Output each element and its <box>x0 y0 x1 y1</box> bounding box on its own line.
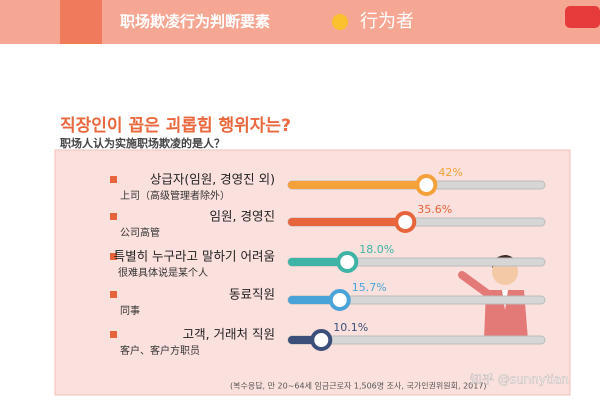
label-marker <box>110 291 117 298</box>
bar <box>288 181 427 189</box>
value-label: 15.7% <box>352 281 387 294</box>
bar <box>288 218 406 226</box>
category-label: 특별히 누구라고 말하기 어려움 <box>114 249 275 264</box>
bar <box>288 296 340 304</box>
category-note: 同事 <box>120 304 140 317</box>
header-title: 职场欺凌行为判断要素 <box>120 13 270 31</box>
bar-knob <box>415 174 438 196</box>
chart-subtitle: 职场人认为实施职场欺凌的是人？ <box>60 136 225 150</box>
header-dot <box>332 14 348 30</box>
category-note: 上司（高级管理者除外） <box>120 189 230 202</box>
category-label: 임원, 경영진 <box>210 209 275 224</box>
category-label: 동료직원 <box>229 287 275 302</box>
category-label: 상급자(임원, 경영진 외) <box>150 172 275 187</box>
header-section: 行为者 <box>360 11 414 32</box>
label-marker <box>110 176 117 183</box>
panel <box>54 149 571 396</box>
bar-knob <box>336 251 359 273</box>
category-note: 客户、客户方职员 <box>120 344 200 357</box>
chart-title: 직장인이 꼽은 괴롭힘 행위자는? <box>60 115 291 136</box>
bar-knob <box>328 289 351 311</box>
footnote: (복수응답, 만 20~64세 임금근로자 1,506명 조사, 국가인권위원회… <box>230 381 487 391</box>
category-note: 很难具体说是某个人 <box>118 266 208 279</box>
label-marker <box>110 213 117 220</box>
bar <box>288 258 348 266</box>
header-block <box>60 0 102 44</box>
value-label: 18.0% <box>359 243 394 256</box>
category-note: 公司高管 <box>120 226 160 239</box>
label-marker <box>110 331 117 338</box>
value-label: 35.6% <box>417 203 452 216</box>
value-label: 10.1% <box>333 321 368 334</box>
watermark: 知乎 @sunnytian <box>470 373 569 387</box>
bar-knob <box>310 329 333 351</box>
category-label: 고객, 거래처 직원 <box>183 327 275 342</box>
header-tag <box>565 6 600 28</box>
label-marker <box>110 253 117 260</box>
value-label: 42% <box>438 166 462 179</box>
bar-knob <box>394 211 417 233</box>
